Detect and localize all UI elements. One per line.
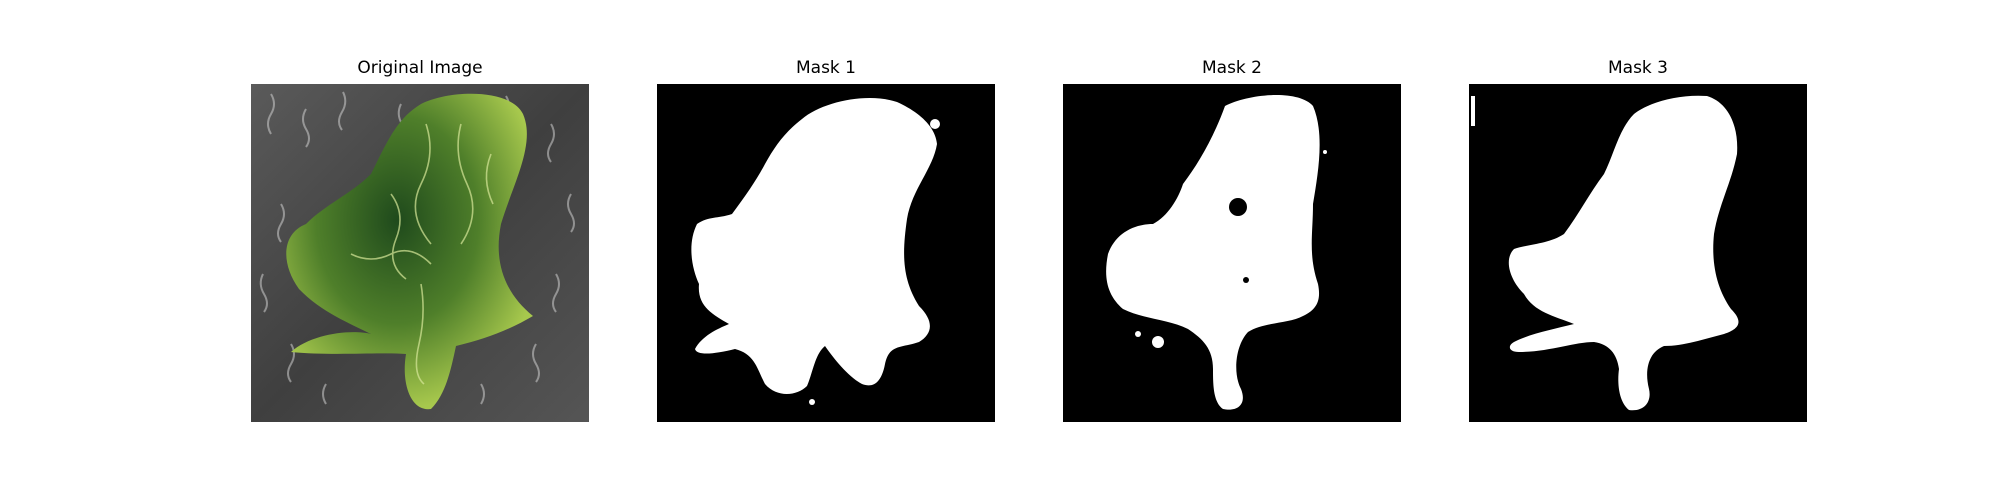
mask-speck — [930, 119, 940, 129]
panel-mask-1: Mask 1 — [657, 0, 995, 430]
mask-foreground — [1508, 95, 1739, 411]
mask-speck — [1135, 331, 1141, 337]
background-streaks — [259, 91, 575, 405]
mask-2-image — [1063, 84, 1401, 422]
mask-foreground — [1106, 95, 1320, 410]
mask-speck — [753, 353, 761, 361]
panel-mask-2: Mask 2 — [1063, 0, 1401, 430]
leaf-wrinkles — [350, 123, 494, 385]
mask-hole — [1229, 198, 1247, 216]
mask-speck — [1323, 150, 1327, 154]
mask-edge-artifact — [1471, 96, 1475, 126]
mask-speck — [809, 399, 815, 405]
mask-foreground — [691, 98, 937, 395]
panel-mask-3: Mask 3 — [1469, 0, 1807, 430]
mask-speck — [1152, 336, 1164, 348]
panel-title: Mask 3 — [1607, 58, 1668, 78]
panel-title: Original Image — [357, 58, 483, 78]
mask-hole — [1243, 277, 1249, 283]
original-image — [251, 84, 589, 422]
panel-title: Mask 1 — [795, 58, 856, 78]
panel-title: Mask 2 — [1201, 58, 1262, 78]
mask-3-image — [1469, 84, 1807, 422]
panel-original-image: Original Image — [251, 0, 589, 430]
mask-1-image — [657, 84, 995, 422]
